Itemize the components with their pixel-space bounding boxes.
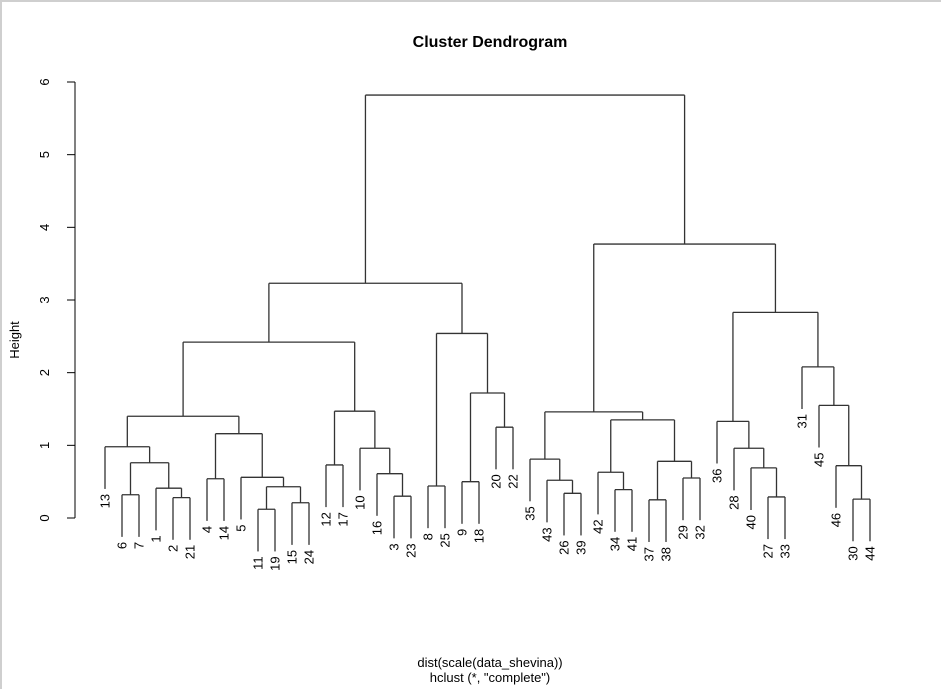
leaf-label: 4 [200, 526, 215, 533]
leaf-label: 24 [302, 550, 317, 564]
leaf-label: 19 [268, 556, 283, 570]
leaf-label: 33 [778, 544, 793, 558]
leaf-label: 30 [846, 546, 861, 560]
leaf-label: 43 [540, 527, 555, 541]
y-axis: 0 1 2 3 4 5 6 [37, 78, 76, 522]
leaf-label: 16 [370, 521, 385, 535]
leaf-label: 15 [285, 550, 300, 564]
leaf-label: 27 [761, 544, 776, 558]
leaf-label: 7 [132, 542, 147, 549]
leaf-label: 29 [676, 525, 691, 539]
y-tick-label: 1 [37, 442, 52, 449]
leaf-label: 42 [591, 519, 606, 533]
y-tick-label: 6 [37, 78, 52, 85]
y-tick-label: 0 [37, 514, 52, 521]
y-tick-label: 2 [37, 369, 52, 376]
leaf-label: 41 [625, 537, 640, 551]
dendrogram-tree [104, 94, 871, 552]
leaf-label: 46 [829, 513, 844, 527]
y-axis-label: Height [7, 321, 22, 359]
leaf-label: 11 [251, 556, 266, 570]
subtitle: hclust (*, "complete") [430, 670, 551, 685]
leaf-label: 40 [744, 515, 759, 529]
leaf-label: 2 [166, 545, 181, 552]
leaf-label: 38 [659, 547, 674, 561]
leaf-label: 14 [217, 526, 232, 540]
leaf-label: 39 [574, 540, 589, 554]
leaf-label: 37 [642, 547, 657, 561]
leaf-label: 44 [863, 546, 878, 560]
leaf-label: 32 [693, 525, 708, 539]
leaf-label: 31 [795, 414, 810, 428]
leaf-label: 28 [727, 495, 742, 509]
leaf-label: 45 [812, 453, 827, 467]
x-axis-label: dist(scale(data_shevina)) [417, 655, 562, 670]
leaf-label: 22 [506, 474, 521, 488]
leaf-label: 10 [353, 495, 368, 509]
leaf-label: 13 [98, 494, 113, 508]
leaf-label: 17 [336, 512, 351, 526]
leaf-label: 34 [608, 537, 623, 551]
leaf-label: 20 [489, 474, 504, 488]
leaf-label: 1 [149, 535, 164, 542]
leaf-label: 5 [234, 524, 249, 531]
leaf-label: 35 [523, 506, 538, 520]
leaf-label: 23 [404, 543, 419, 557]
chart-title: Cluster Dendrogram [413, 34, 568, 51]
y-tick-label: 4 [37, 224, 52, 231]
leaf-label: 26 [557, 540, 572, 554]
leaf-label: 21 [183, 545, 198, 559]
y-tick-label: 5 [37, 151, 52, 158]
leaf-label: 3 [387, 543, 402, 550]
leaf-label: 8 [421, 533, 436, 540]
leaf-label: 18 [472, 529, 487, 543]
leaf-label: 36 [710, 469, 725, 483]
leaf-label: 9 [455, 529, 470, 536]
leaf-label: 25 [438, 533, 453, 547]
y-tick-label: 3 [37, 296, 52, 303]
leaf-label: 6 [115, 542, 130, 549]
leaf-label: 12 [319, 512, 334, 526]
